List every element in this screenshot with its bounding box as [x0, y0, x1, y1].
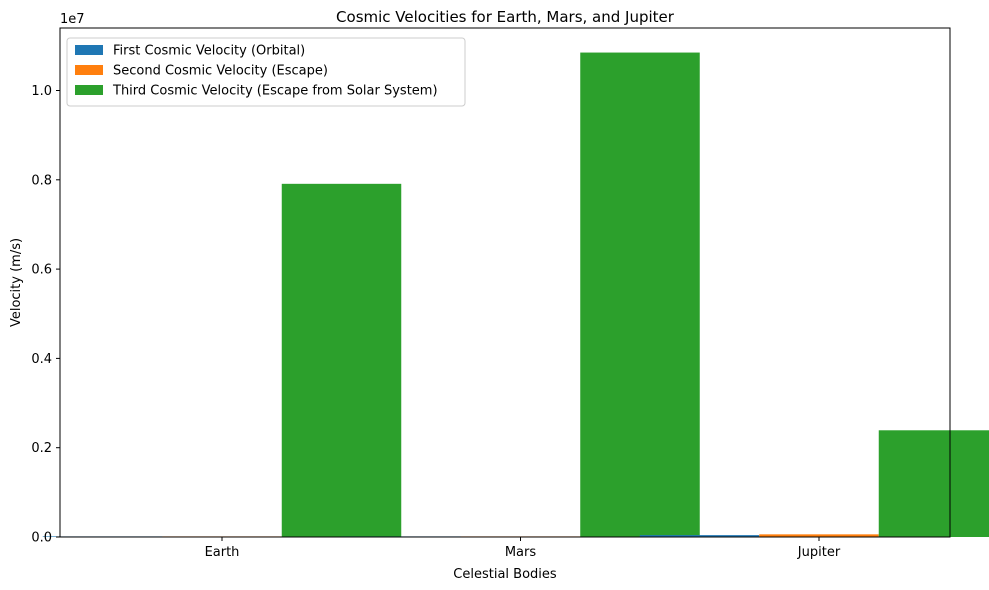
x-tick-label: Mars [505, 545, 537, 560]
plot-frame [59, 27, 951, 538]
legend-swatch [75, 65, 103, 75]
legend: First Cosmic Velocity (Orbital) Second Co… [66, 37, 466, 107]
legend-entry: Second Cosmic Velocity (Escape) [113, 64, 328, 79]
x-tick-label: Jupiter [797, 545, 841, 560]
y-tick-label: 0.2 [31, 441, 52, 456]
bars-group [42, 52, 989, 538]
legend-box [66, 37, 466, 107]
chart-title: Cosmic Velocities for Earth, Mars, and J… [336, 8, 675, 26]
bar-mars-series-3 [580, 52, 700, 538]
y-tick-label: 0.8 [31, 173, 52, 188]
x-axis-ticks: Earth Mars Jupiter [205, 537, 841, 560]
legend-swatch [75, 85, 103, 95]
y-tick-label: 0.0 [31, 531, 52, 546]
bar-jupiter-series-3 [878, 430, 989, 537]
y-tick-label: 0.4 [31, 352, 52, 367]
bar-earth-series-3 [281, 183, 402, 537]
legend-entry: First Cosmic Velocity (Orbital) [113, 44, 305, 59]
y-axis-ticks: 0.0 0.2 0.4 0.6 0.8 1.0 [31, 84, 60, 546]
legend-swatch [75, 45, 103, 55]
y-axis-label: Velocity (m/s) [9, 238, 24, 327]
y-axis-multiplier: 1e7 [60, 12, 85, 27]
y-tick-label: 1.0 [31, 84, 52, 99]
x-axis-label: Celestial Bodies [453, 567, 557, 582]
y-tick-label: 0.6 [31, 263, 52, 278]
bar-jupiter-series-2 [759, 534, 879, 537]
x-tick-label: Earth [205, 545, 240, 560]
legend-entry: Third Cosmic Velocity (Escape from Solar… [112, 84, 438, 99]
bar-jupiter-series-1 [639, 535, 760, 537]
